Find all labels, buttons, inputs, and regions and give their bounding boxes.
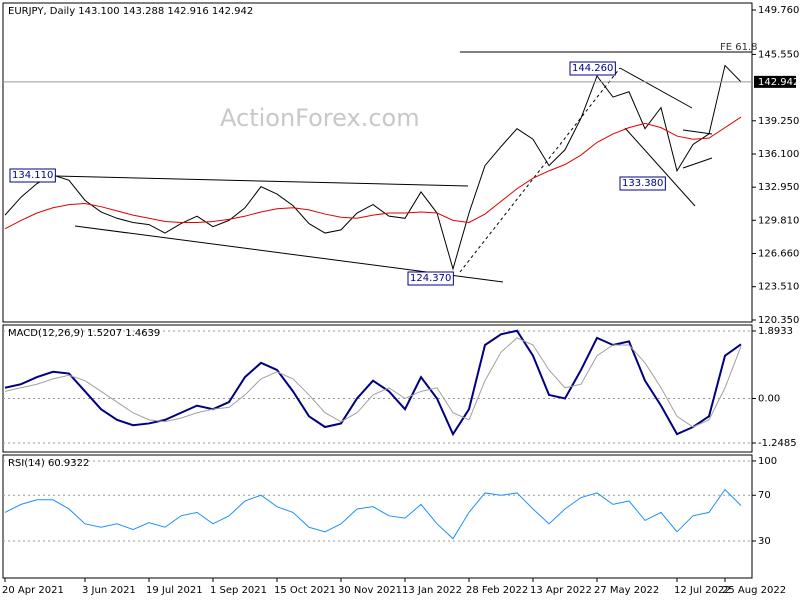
series-line [4,337,742,428]
x-tick-label: 12 Jul 2022 [674,585,731,596]
y-tick-label: 30 [758,536,771,547]
annotation-box [569,61,616,76]
y-tick-label: 123.510 [758,282,799,293]
y-tick-label: 129.810 [758,215,799,226]
x-tick-label: 19 Jul 2021 [146,585,203,596]
y-tick-label: 1.8933 [758,326,793,337]
y-tick-label: 145.550 [758,49,799,60]
series-line [4,329,742,437]
current-price-box [754,75,796,88]
y-tick-label: 132.950 [758,182,799,193]
series-line [4,64,742,271]
x-tick-label: 27 May 2022 [594,585,659,596]
y-tick-label: 126.660 [758,248,799,259]
current-price-label: 142.942 [758,77,799,88]
x-tick-label: 30 Nov 2021 [338,585,402,596]
annotation: FE 61.8 [720,42,758,53]
annotation-box [9,168,56,183]
annotation: 144.260 [572,63,613,74]
x-tick-label: 13 Jan 2022 [402,585,462,596]
y-tick-label: 136.100 [758,149,799,160]
panel-frame [2,2,753,323]
watermark: ActionForex.com [220,104,420,132]
x-tick-label: 28 Feb 2022 [466,585,528,596]
x-tick-label: 1 Sep 2021 [210,585,267,596]
annotation-box [407,271,454,286]
y-tick-label: 149.760 [758,5,799,16]
annotation: 133.380 [622,178,663,189]
x-tick-label: 15 Oct 2021 [274,585,336,596]
panel-frame [2,454,753,579]
x-tick-label: 25 Aug 2022 [722,585,786,596]
series-line [4,488,742,540]
y-tick-label: -1.2485 [758,438,797,449]
annotation-box [619,176,666,191]
series-line [4,116,742,230]
annotation: 124.370 [410,273,451,284]
y-tick-label: 120.350 [758,315,799,326]
panel-title: MACD(12,26,9) 1.5207 1.4639 [8,328,160,339]
panel-title: EURJPY, Daily 143.100 143.288 142.916 14… [8,6,253,17]
x-tick-label: 20 Apr 2021 [2,585,64,596]
x-tick-label: 3 Jun 2021 [82,585,136,596]
y-tick-label: 0.00 [758,393,780,404]
y-tick-label: 70 [758,490,771,501]
panel-frame [2,324,753,453]
annotation: 134.110 [12,170,53,181]
y-tick-label: 139.250 [758,116,799,127]
x-tick-label: 13 Apr 2022 [530,585,592,596]
panel-title: RSI(14) 60.9322 [8,458,89,469]
y-tick-label: 100 [758,456,777,467]
